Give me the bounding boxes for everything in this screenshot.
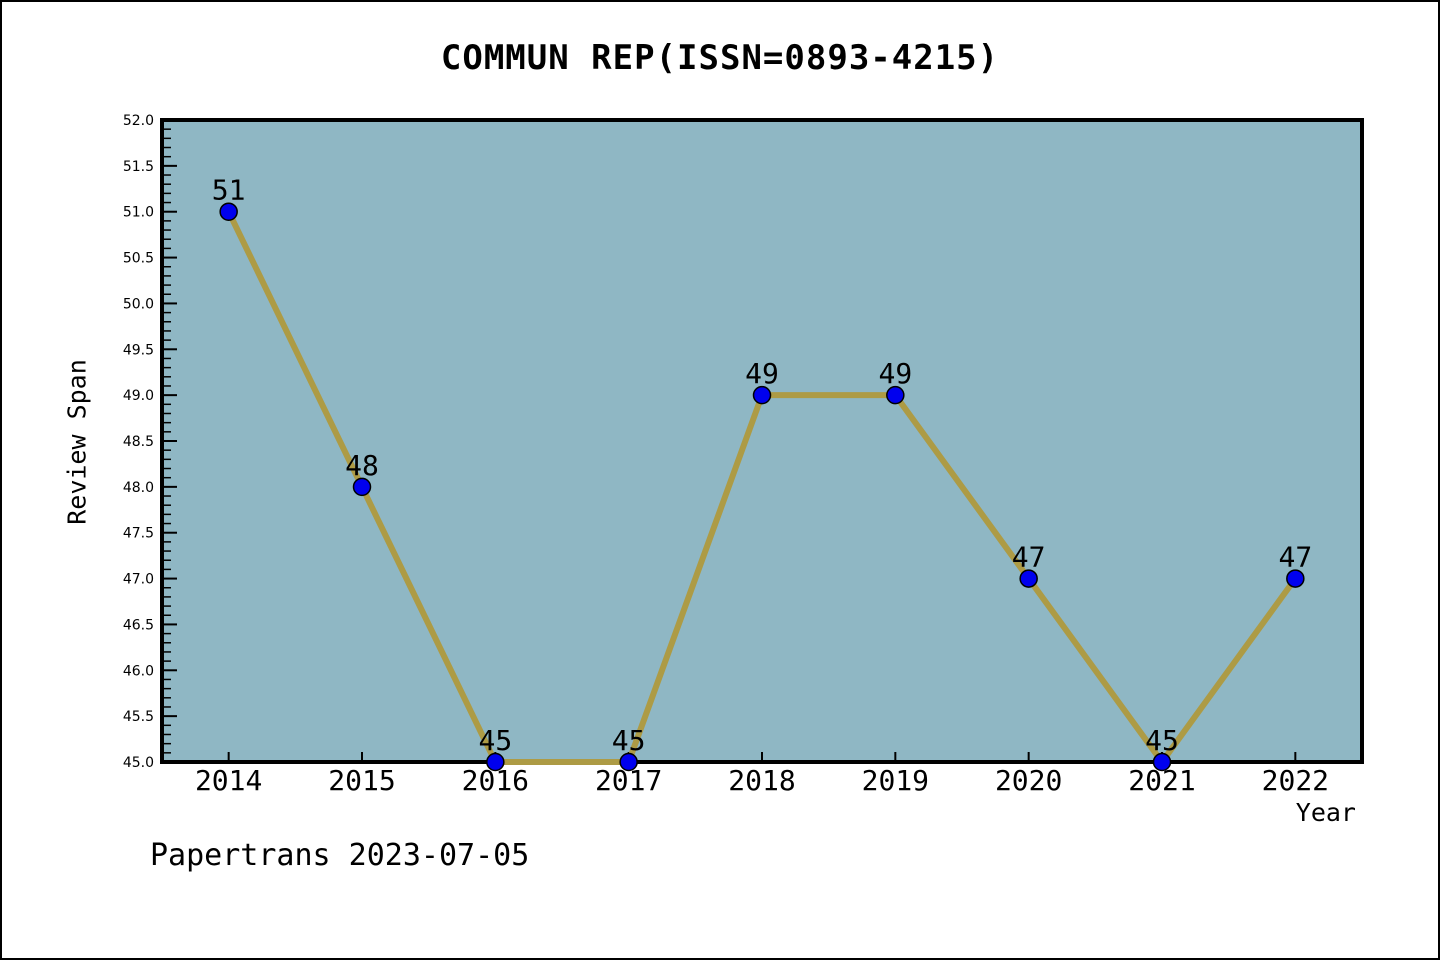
data-point-label: 47	[1012, 541, 1046, 574]
y-tick-label: 50.0	[123, 296, 154, 312]
x-tick-label: 2020	[995, 764, 1062, 797]
data-point-label: 47	[1278, 541, 1312, 574]
y-tick-label: 49.0	[123, 388, 154, 404]
y-tick-label: 45.0	[123, 755, 154, 771]
y-tick-label: 48.0	[123, 480, 154, 496]
data-point-2017	[619, 752, 638, 772]
data-point-2015	[352, 477, 372, 497]
data-point-2020	[1019, 569, 1038, 588]
data-point-2022	[1286, 569, 1305, 588]
data-point-2014	[219, 202, 238, 221]
data-point-label: 48	[345, 449, 379, 482]
data-point-label: 51	[212, 174, 246, 207]
y-tick-label: 50.5	[123, 251, 154, 267]
y-tick-label: 47.5	[123, 526, 154, 542]
data-point-label: 49	[745, 357, 779, 390]
x-tick-label: 2019	[862, 764, 929, 797]
data-point-2016	[486, 752, 505, 772]
y-tick-label: 47.0	[123, 572, 154, 588]
y-tick-label: 48.5	[123, 434, 154, 450]
y-tick-label: 51.0	[123, 205, 154, 221]
chart-title: COMMUN REP(ISSN=0893-4215)	[440, 38, 1000, 78]
x-axis-label: Year	[1295, 798, 1356, 827]
data-point-2019	[886, 385, 905, 405]
y-tick-label: 51.5	[123, 159, 154, 175]
y-tick-label: 49.5	[123, 342, 154, 358]
data-point-label: 45	[478, 724, 512, 757]
x-tick-label: 2015	[328, 764, 395, 797]
data-point-2021	[1152, 752, 1172, 772]
data-point-label: 45	[612, 724, 646, 757]
data-point-2018	[752, 385, 772, 405]
data-point-label: 49	[878, 357, 912, 390]
data-point-label: 45	[1145, 724, 1179, 757]
x-tick-label: 2014	[195, 764, 262, 797]
plot-area	[160, 118, 1364, 764]
x-tick-label: 2018	[728, 764, 795, 797]
y-tick-label: 46.0	[123, 663, 154, 679]
x-tick-label: 2022	[1262, 764, 1329, 797]
y-tick-label: 46.5	[123, 617, 154, 633]
y-tick-label: 45.5	[123, 709, 154, 725]
y-tick-label: 52.0	[123, 113, 154, 129]
watermark-text: Papertrans 2023-07-05	[150, 838, 530, 873]
